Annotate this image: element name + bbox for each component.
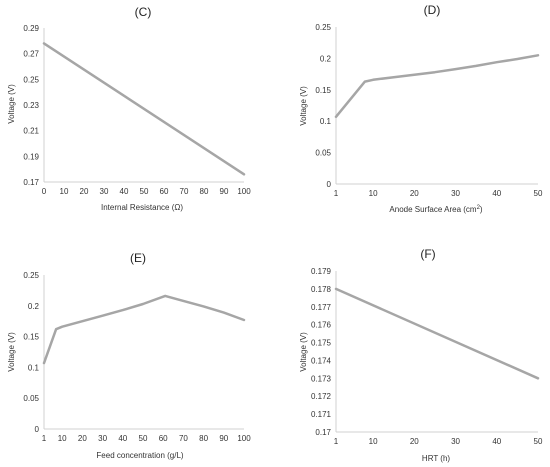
x-tick-label: 70 (179, 434, 188, 443)
y-tick-label: 0.25 (315, 23, 331, 32)
series-line (42, 42, 246, 176)
chart-e: (E) 0 0.05 0.1 0.15 0.2 0.25 1 10 20 30 40 50 60 70 80 9… (7, 251, 251, 460)
y-tick-label: 0.1 (28, 363, 40, 372)
y-axis-label: Voltage (V) (299, 332, 308, 372)
y-axis-label: Voltage (V) (299, 86, 308, 126)
series-line (334, 54, 540, 119)
y-tick-label: 0.1 (320, 117, 332, 126)
y-tick-label: 0.172 (311, 392, 332, 401)
chart-title: (E) (130, 251, 146, 265)
x-tick-label: 1 (42, 434, 47, 443)
x-tick-label: 30 (98, 434, 107, 443)
x-tick-label: 20 (410, 437, 419, 446)
x-tick-label: 90 (220, 187, 229, 196)
y-tick-label: 0.173 (311, 374, 332, 383)
x-tick-label: 10 (58, 434, 67, 443)
chart-d: (D) 0 0.05 0.1 0.15 0.2 0.25 1 10 20 30 40 50 Anode S… (299, 3, 543, 214)
y-tick-label: 0.176 (311, 321, 332, 330)
y-tick-label: 0.178 (311, 285, 332, 294)
y-tick-label: 0.27 (23, 50, 39, 59)
y-tick-label: 0.2 (28, 302, 40, 311)
x-tick-label: 0 (42, 187, 47, 196)
y-tick-label: 0 (327, 180, 332, 189)
x-tick-label: 40 (492, 189, 501, 198)
chart-title: (D) (424, 3, 441, 17)
x-tick-label: 1 (334, 437, 339, 446)
y-axis-label: Voltage (V) (7, 84, 16, 124)
y-tick-label: 0.171 (311, 410, 332, 419)
y-tick-label: 0.174 (311, 356, 332, 365)
x-tick-label: 90 (219, 434, 228, 443)
y-tick-label: 0.15 (315, 86, 331, 95)
x-tick-label: 60 (160, 187, 169, 196)
y-tick-label: 0.29 (23, 24, 39, 33)
y-tick-label: 0.21 (23, 127, 39, 136)
x-tick-label: 50 (139, 434, 148, 443)
x-axis-label: HRT (h) (422, 454, 450, 463)
y-tick-label: 0.177 (311, 303, 332, 312)
x-axis-label: Internal Resistance (Ω) (101, 203, 183, 212)
chart-f: (F) 0.17 0.171 0.172 0.173 0.174 0.175 0.176 0.1… (299, 247, 543, 463)
y-tick-label: 0.05 (315, 149, 331, 158)
y-tick-label: 0.175 (311, 339, 332, 348)
y-tick-label: 0.25 (23, 271, 39, 280)
x-tick-label: 50 (534, 189, 543, 198)
y-tick-label: 0.2 (320, 54, 332, 63)
y-tick-label: 0.17 (23, 178, 39, 187)
x-tick-label: 40 (492, 437, 501, 446)
chart-c: (C) 0.17 0.19 0.21 0.23 0.25 0.27 0.29 0 10 20 30 40… (7, 5, 251, 212)
x-tick-label: 10 (60, 187, 69, 196)
x-tick-label: 80 (199, 434, 208, 443)
x-tick-label: 60 (159, 434, 168, 443)
y-tick-label: 0.19 (23, 152, 39, 161)
y-tick-label: 0.25 (23, 75, 39, 84)
y-tick-label: 0 (35, 425, 40, 434)
x-tick-label: 20 (410, 189, 419, 198)
x-axis-label: Feed concentration (g/L) (96, 451, 183, 460)
x-tick-label: 20 (78, 434, 87, 443)
series-line (334, 287, 540, 380)
x-tick-label: 10 (369, 189, 378, 198)
y-axis-label: Voltage (V) (7, 332, 16, 372)
x-tick-label: 40 (120, 187, 129, 196)
x-tick-label: 10 (369, 437, 378, 446)
x-tick-label: 80 (200, 187, 209, 196)
x-tick-label: 70 (180, 187, 189, 196)
y-tick-label: 0.23 (23, 101, 39, 110)
x-tick-label: 100 (237, 187, 251, 196)
x-tick-label: 20 (80, 187, 89, 196)
chart-title: (C) (135, 5, 152, 19)
x-tick-label: 1 (334, 189, 339, 198)
chart-title: (F) (420, 247, 435, 261)
x-tick-label: 50 (534, 437, 543, 446)
x-tick-label: 50 (140, 187, 149, 196)
x-tick-label: 30 (451, 437, 460, 446)
y-tick-label: 0.15 (23, 333, 39, 342)
series-line (42, 294, 246, 365)
y-tick-label: 0.17 (315, 428, 331, 437)
x-tick-label: 30 (451, 189, 460, 198)
y-tick-label: 0.05 (23, 394, 39, 403)
y-tick-label: 0.179 (311, 267, 332, 276)
x-axis-label: Anode Surface Area (cm2) (389, 205, 483, 214)
x-tick-label: 30 (100, 187, 109, 196)
x-tick-label: 40 (118, 434, 127, 443)
x-tick-label: 100 (237, 434, 251, 443)
